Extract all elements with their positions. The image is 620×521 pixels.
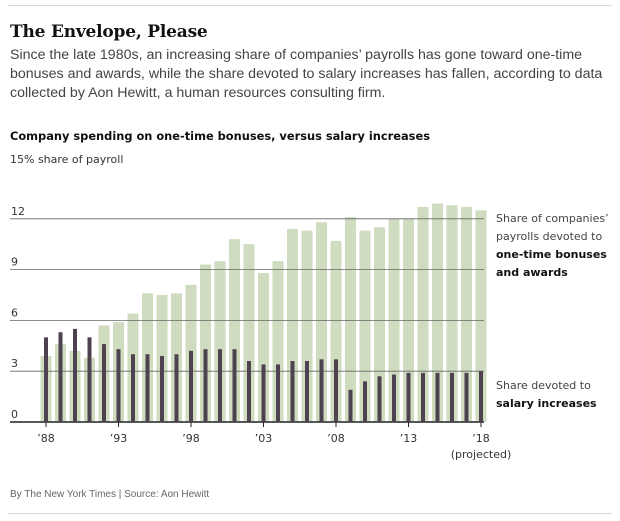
salary-annotation: Share devoted to salary increases (496, 379, 597, 410)
bonuses-annotation-bold1: one-time bonuses (496, 248, 607, 261)
bonus-bar (214, 261, 226, 422)
bottom-rule (8, 513, 612, 514)
salary-bar (319, 359, 324, 422)
bonus-bar (359, 230, 371, 422)
salary-bar (435, 372, 440, 422)
salary-bar (348, 389, 353, 422)
salary-bar (464, 372, 469, 422)
salary-bar (406, 372, 411, 422)
salary-annotation-bold1: salary increases (496, 397, 597, 410)
y-axis-ticks: 0 3 6 9 12 (11, 205, 25, 421)
salary-bar (290, 361, 295, 422)
salary-bars (44, 328, 483, 422)
x-tick-label: ’98 (182, 432, 200, 445)
x-axis-ticks: ’88 ’93 ’98 ’03 ’08 ’13 ’18 (37, 422, 490, 445)
salary-bar (218, 349, 222, 422)
salary-bar (58, 332, 63, 422)
salary-bar (247, 361, 251, 422)
deck: Since the late 1980s, an increasing shar… (10, 47, 603, 101)
y-tick-label: 9 (11, 256, 18, 269)
bonus-bar (417, 206, 429, 422)
salary-bar (203, 349, 208, 422)
bonus-bar (287, 228, 298, 422)
x-tick-note: (projected) (451, 448, 512, 461)
bonus-bar (432, 203, 443, 422)
bonus-bar (229, 239, 240, 422)
salary-bar (334, 359, 338, 422)
salary-bar (392, 374, 396, 422)
y-tick-label: 0 (11, 408, 18, 421)
x-tick-label: ’03 (255, 432, 273, 445)
salary-bar (44, 337, 48, 422)
bonus-bar (345, 217, 356, 422)
salary-bar (261, 364, 266, 422)
salary-bar (174, 354, 179, 422)
x-tick-label: ’18 (472, 432, 490, 445)
x-tick-label: ’88 (37, 432, 55, 445)
headline: The Envelope, Please (10, 22, 208, 42)
bonus-bar (243, 244, 255, 422)
bonus-bar (461, 206, 472, 422)
bonus-bar (475, 210, 487, 422)
salary-bar (116, 349, 121, 422)
salary-bar (73, 328, 77, 422)
bonus-bar (316, 222, 327, 422)
footer-credit: By The New York Times | Source: Aon Hewi… (10, 489, 210, 500)
bonus-bar (258, 272, 269, 422)
bonus-bar (330, 240, 342, 422)
bonuses-annotation-line2: payrolls devoted to (496, 230, 602, 243)
bonuses-annotation: Share of companies’ payrolls devoted to … (496, 212, 609, 279)
y-tick-label: 6 (11, 306, 18, 319)
salary-bar (363, 381, 367, 422)
salary-bar (450, 372, 454, 422)
bonus-bar (301, 230, 313, 422)
bonus-bar (200, 264, 211, 422)
salary-bar (232, 349, 237, 422)
chart: 0 3 6 9 12 ’88 ’93 ’98 ’03 ’08 ’13 ’18 (projected)… (10, 203, 609, 461)
x-tick-label: ’08 (327, 432, 345, 445)
salary-bar (421, 372, 425, 422)
salary-bar (87, 337, 92, 422)
salary-bar (305, 361, 309, 422)
salary-bar (131, 354, 135, 422)
salary-bar (145, 354, 150, 422)
bonus-bar (272, 261, 284, 422)
bonus-bar (446, 205, 458, 422)
salary-bar (276, 364, 280, 422)
bonus-bar (374, 227, 385, 422)
salary-bar (102, 344, 106, 422)
bonuses-annotation-bold2: and awards (496, 266, 568, 279)
salary-bar (189, 350, 193, 422)
x-tick-label: ’13 (400, 432, 418, 445)
x-tick-label: ’93 (110, 432, 128, 445)
chart-title: Company spending on one-time bonuses, ve… (10, 129, 430, 143)
y-tick-label: 12 (11, 205, 25, 218)
bonuses-annotation-line1: Share of companies’ (496, 212, 609, 225)
salary-annotation-line1: Share devoted to (496, 379, 591, 392)
unit-label: 15% share of payroll (10, 153, 124, 166)
salary-bar (377, 376, 382, 422)
y-tick-label: 3 (11, 357, 18, 370)
salary-bar (479, 371, 483, 422)
top-rule (8, 5, 612, 6)
salary-bar (160, 355, 164, 422)
